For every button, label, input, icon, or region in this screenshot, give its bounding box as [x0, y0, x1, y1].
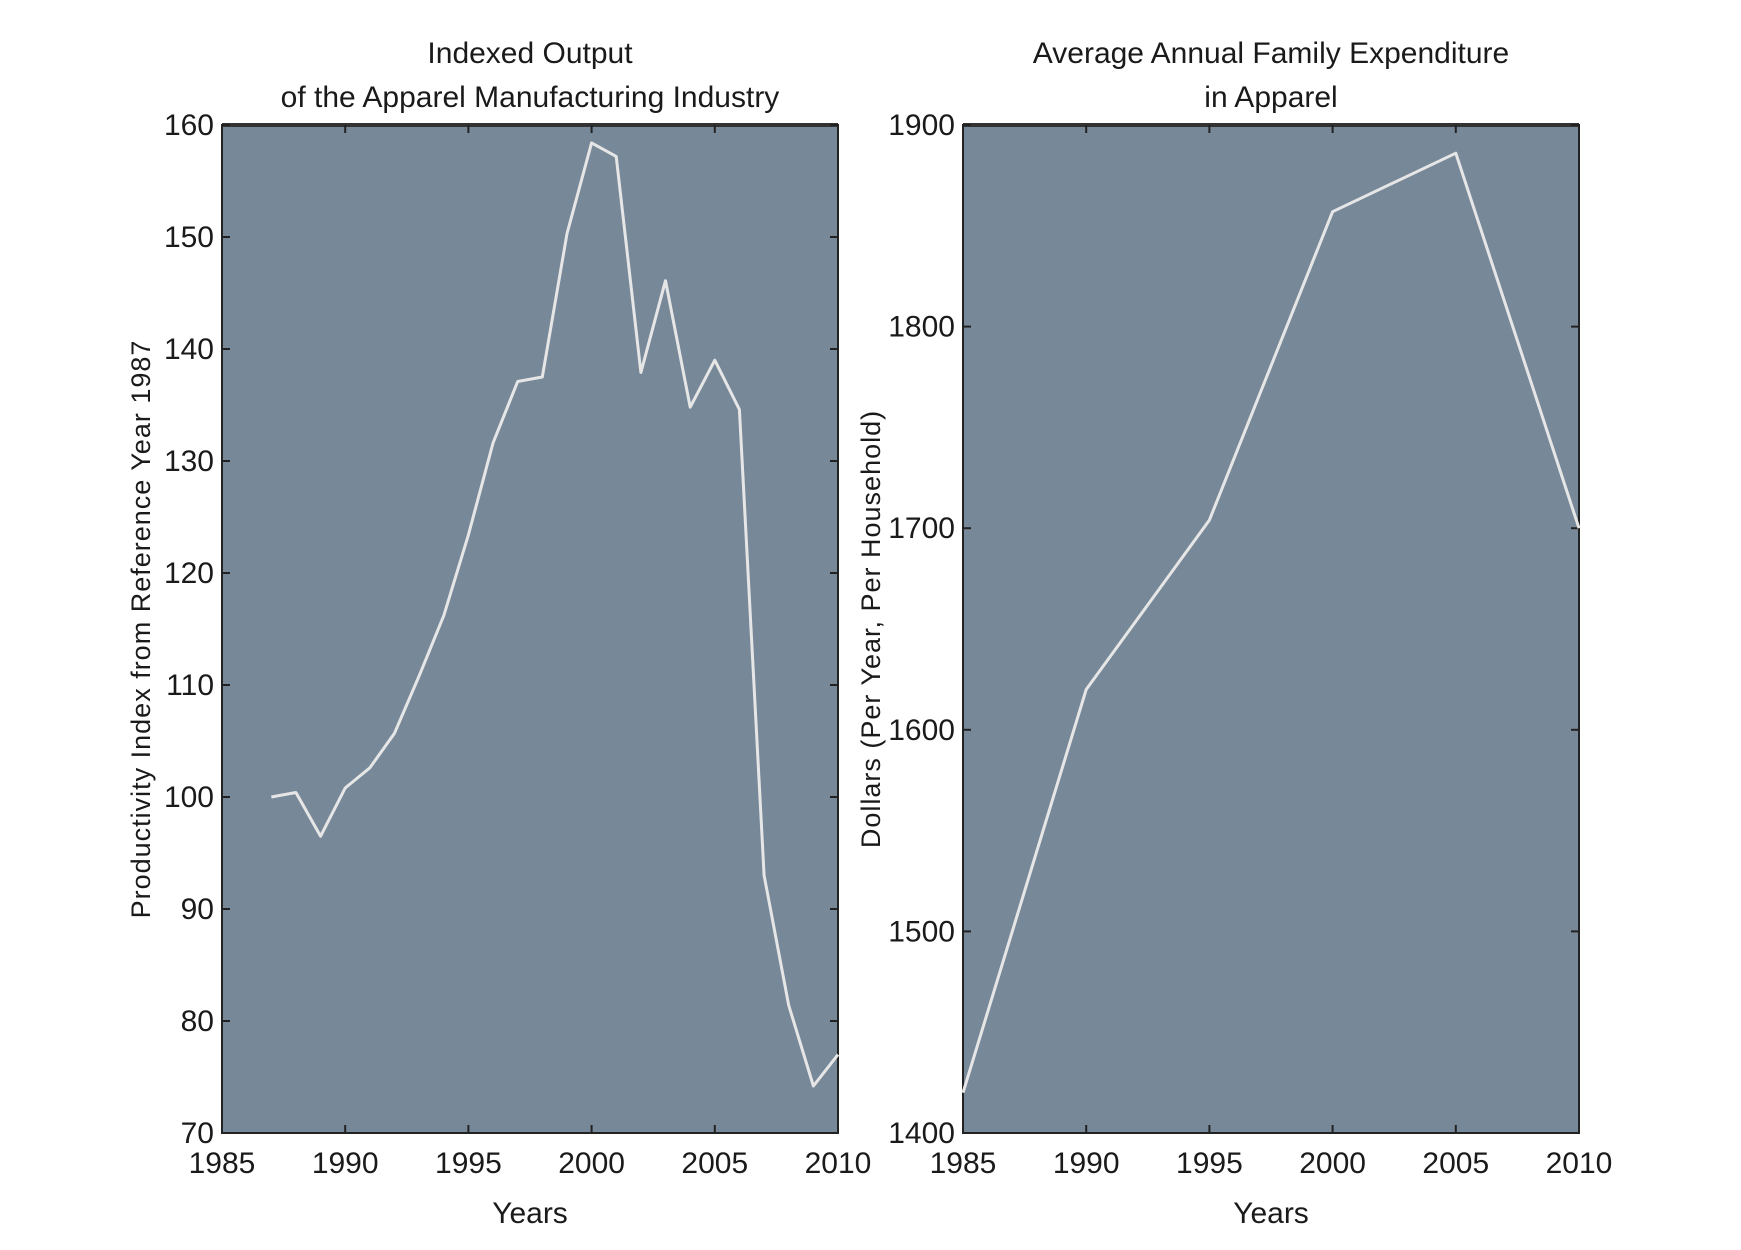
- y-tick-label: 120: [164, 557, 214, 590]
- chart-title-line: Indexed Output: [427, 37, 633, 70]
- series-line: [961, 151, 1581, 1094]
- x-axis-label: Years: [1233, 1197, 1309, 1230]
- data-point: [466, 533, 470, 537]
- x-tick-label: 1990: [1053, 1147, 1120, 1180]
- y-axis-label: Productivity Index from Reference Year 1…: [126, 340, 156, 919]
- data-point: [1331, 210, 1335, 214]
- y-tick-label: 150: [164, 221, 214, 254]
- data-point: [590, 141, 594, 145]
- data-point: [961, 1091, 965, 1095]
- x-tick-label: 2005: [681, 1147, 748, 1180]
- data-point: [836, 1053, 840, 1057]
- y-tick-label: 160: [164, 109, 214, 142]
- y-tick-label: 110: [166, 669, 214, 702]
- data-point: [1207, 518, 1211, 522]
- y-tick-label: 130: [164, 445, 214, 478]
- x-tick-label: 1995: [1176, 1147, 1243, 1180]
- series-line: [271, 141, 840, 1088]
- x-tick-label: 2000: [558, 1147, 625, 1180]
- data-point: [294, 791, 298, 795]
- data-point: [787, 1003, 791, 1007]
- y-tick-label: 90: [181, 893, 214, 926]
- plot-area: [962, 124, 1580, 1134]
- data-point: [639, 371, 643, 375]
- x-tick-label: 1985: [189, 1147, 256, 1180]
- data-point: [269, 795, 273, 799]
- data-point: [442, 614, 446, 618]
- data-point: [664, 279, 668, 283]
- x-axis-label: Years: [492, 1197, 568, 1230]
- y-tick-label: 80: [181, 1005, 214, 1038]
- y-tick-label: 1700: [888, 512, 955, 545]
- x-tick-label: 2000: [1299, 1147, 1366, 1180]
- data-point: [737, 407, 741, 411]
- y-tick-label: 1500: [888, 915, 955, 948]
- x-tick-label: 2010: [805, 1147, 872, 1180]
- data-point: [516, 379, 520, 383]
- data-point: [491, 441, 495, 445]
- y-tick-label: 70: [181, 1117, 214, 1150]
- y-tick-label: 1900: [888, 109, 955, 142]
- data-point: [811, 1084, 815, 1088]
- data-point: [368, 766, 372, 770]
- data-point: [343, 786, 347, 790]
- y-tick-label: 1400: [888, 1117, 955, 1150]
- x-tick-label: 1985: [930, 1147, 997, 1180]
- y-axis-label: Dollars (Per Year, Per Household): [856, 410, 886, 848]
- y-tick-label: 1800: [888, 311, 955, 344]
- x-tick-label: 1990: [312, 1147, 379, 1180]
- data-point: [713, 358, 717, 362]
- chart-title-line: of the Apparel Manufacturing Industry: [281, 81, 780, 114]
- data-point: [1577, 526, 1581, 530]
- data-point: [392, 731, 396, 735]
- y-tick-label: 1600: [888, 714, 955, 747]
- data-point: [565, 232, 569, 236]
- chart-title-line: in Apparel: [1204, 81, 1337, 114]
- x-tick-label: 2010: [1546, 1147, 1613, 1180]
- data-point: [762, 873, 766, 877]
- plot-area: [221, 124, 839, 1134]
- data-point: [319, 834, 323, 838]
- data-point: [614, 154, 618, 158]
- chart-title-line: Average Annual Family Expenditure: [1033, 37, 1509, 70]
- data-point: [1084, 687, 1088, 691]
- y-tick-label: 140: [164, 333, 214, 366]
- data-point: [417, 674, 421, 678]
- expenditure-chart: Average Annual Family Expenditure in Appa…: [856, 37, 1612, 1230]
- data-point: [540, 375, 544, 379]
- data-point: [688, 405, 692, 409]
- y-tick-label: 100: [164, 781, 214, 814]
- x-tick-label: 2005: [1422, 1147, 1489, 1180]
- data-point: [1454, 151, 1458, 155]
- productivity-chart: Indexed Output of the Apparel Manufacturi…: [126, 37, 871, 1230]
- x-tick-label: 1995: [435, 1147, 502, 1180]
